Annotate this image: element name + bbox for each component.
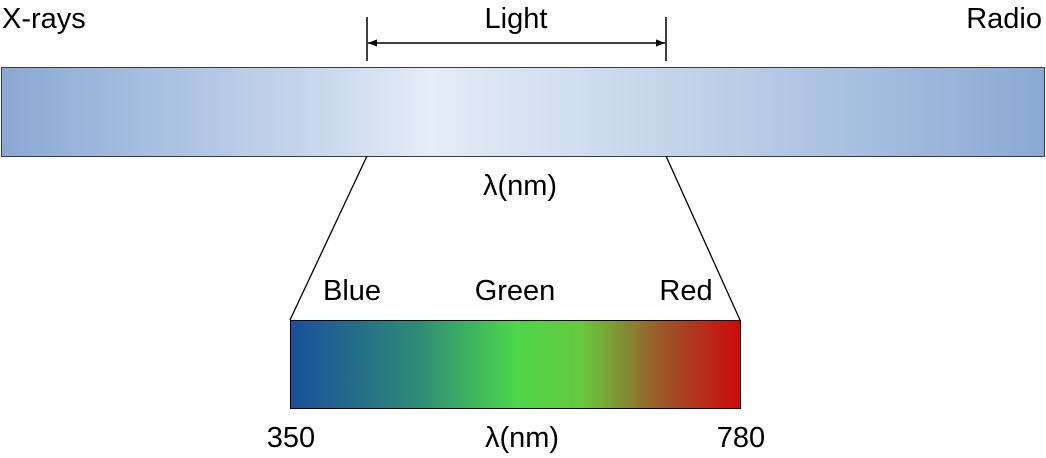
wavelength-axis-label-bottom: λ(nm) — [484, 422, 560, 454]
green-label: Green — [474, 275, 556, 307]
electromagnetic-spectrum-bar — [1, 67, 1045, 157]
red-label: Red — [659, 275, 713, 307]
min-wavelength-label: 350 — [266, 422, 316, 454]
zoom-line-left — [289, 155, 368, 321]
wavelength-axis-label-top: λ(nm) — [482, 170, 558, 202]
zoom-line-right — [665, 155, 741, 321]
light-label: Light — [484, 3, 548, 35]
max-wavelength-label: 780 — [716, 422, 766, 454]
blue-label: Blue — [322, 275, 382, 307]
visible-spectrum-bar — [290, 320, 741, 409]
xrays-label: X-rays — [2, 3, 86, 35]
radio-label: Radio — [966, 3, 1042, 35]
